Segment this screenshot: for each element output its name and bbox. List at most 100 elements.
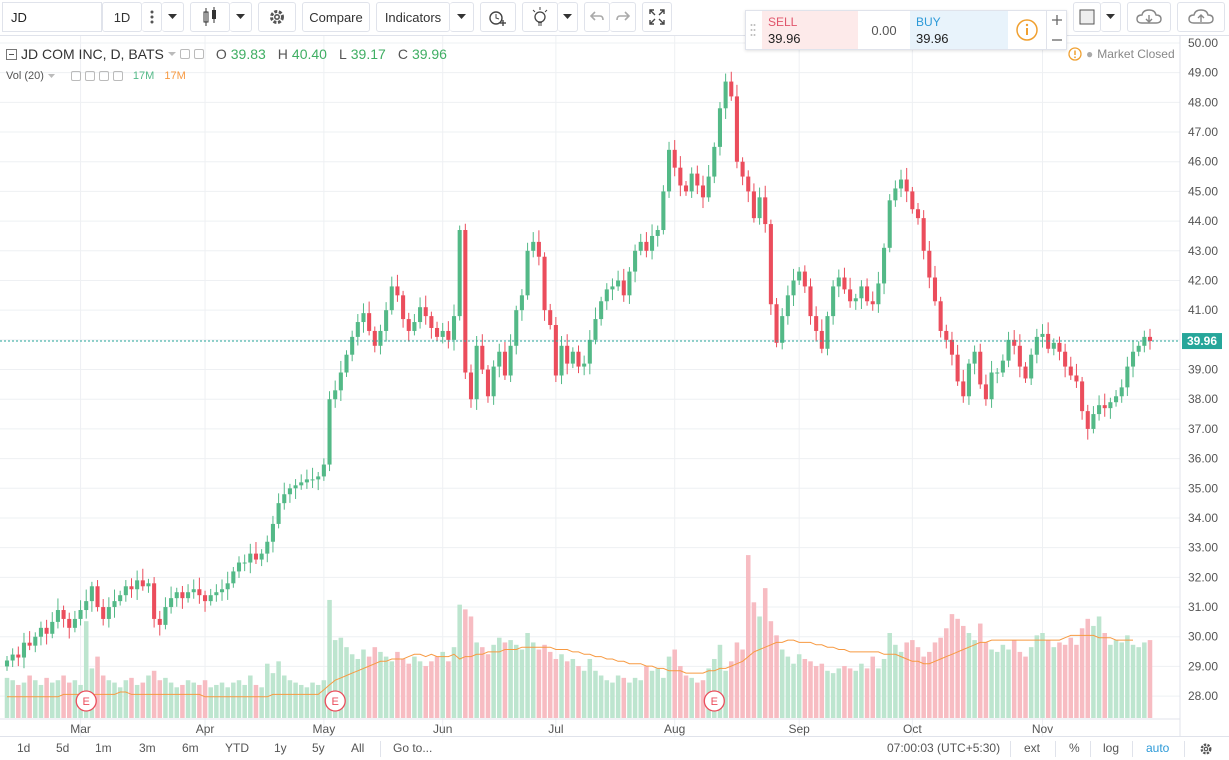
plus-icon[interactable] [1052, 15, 1062, 25]
price-tick-label: 49.00 [1188, 66, 1218, 80]
candle-body [327, 399, 332, 465]
clock-timezone[interactable]: 07:00:03 (UTC+5:30) [887, 741, 1001, 755]
volume-bar [1028, 647, 1034, 718]
percent-toggle[interactable]: % [1069, 741, 1080, 755]
gear-icon[interactable] [1199, 742, 1213, 756]
candle-body [321, 464, 326, 477]
range-all[interactable]: All [351, 741, 365, 755]
volume-title[interactable]: Vol (20) [6, 70, 44, 82]
sell-button[interactable]: SELL 39.96 [762, 11, 858, 49]
goto-button[interactable]: Go to... [393, 741, 433, 755]
volume-bar [457, 604, 462, 718]
collapse-icon[interactable] [6, 48, 17, 60]
candle-body [700, 185, 706, 198]
log-toggle[interactable]: log [1103, 741, 1120, 755]
ideas-button[interactable] [522, 2, 558, 32]
undo-button[interactable] [584, 2, 610, 32]
time-axis[interactable]: Mar Apr May Jun Jul Aug Sep Oct Nov [0, 718, 1180, 736]
info-icon[interactable] [1016, 19, 1038, 41]
volume-bar [117, 687, 123, 718]
price-tick-label: 41.00 [1188, 303, 1218, 317]
indicators-dropdown-button[interactable] [450, 2, 474, 32]
time-tick-label: May [313, 722, 336, 736]
load-chart-button[interactable] [1127, 2, 1171, 32]
symbol-search-input[interactable]: JD [2, 2, 102, 32]
interval-more-button[interactable] [142, 2, 162, 32]
candle-body [734, 96, 739, 162]
chart-type-dropdown-button[interactable] [230, 2, 252, 32]
price-axis[interactable]: 28.00 29.00 30.00 31.00 32.00 33.00 34.00 35.00… [1188, 36, 1218, 703]
price-chart[interactable]: E E E 28.00 29.00 30.00 31.00 32.00 33.00 34.00 3… [0, 36, 1229, 736]
layout-button[interactable] [1073, 2, 1101, 32]
volume-ma-value: 17M [164, 70, 186, 82]
gear-icon[interactable] [84, 71, 95, 81]
candle-body [1136, 345, 1141, 352]
candle-body [836, 277, 841, 287]
redo-button[interactable] [610, 2, 636, 32]
fullscreen-button[interactable] [642, 2, 672, 32]
volume-bar [1108, 644, 1113, 718]
buy-button[interactable]: BUY 39.96 [910, 11, 1008, 49]
divider [1184, 741, 1185, 757]
range-1d[interactable]: 1d [17, 741, 31, 755]
settings-button[interactable] [258, 2, 296, 32]
cloud-upload-icon [1188, 9, 1214, 24]
range-6m[interactable]: 6m [182, 741, 199, 755]
volume-bar [536, 649, 542, 718]
interval-button[interactable]: 1D [102, 2, 142, 32]
range-5d[interactable]: 5d [56, 741, 70, 755]
volume-bar [1040, 633, 1045, 718]
ideas-dropdown-button[interactable] [558, 2, 578, 32]
save-chart-button[interactable] [1177, 2, 1225, 32]
gear-icon[interactable] [193, 49, 204, 59]
candle-body [1034, 336, 1039, 355]
layout-dropdown-button[interactable] [1101, 2, 1121, 32]
close-icon[interactable] [112, 71, 123, 81]
candle-body [882, 247, 887, 284]
candle-body [55, 610, 60, 622]
plus-icon[interactable] [98, 71, 109, 81]
series-title[interactable]: JD COM INC, D, BATS [21, 46, 164, 62]
minus-icon[interactable] [1052, 35, 1062, 45]
chart-type-button[interactable] [190, 2, 230, 32]
candle-body [333, 390, 338, 400]
candle-body [661, 191, 666, 231]
range-3m[interactable]: 3m [139, 741, 156, 755]
candle-body [689, 173, 694, 192]
range-1y[interactable]: 1y [274, 741, 287, 755]
chevron-down-icon[interactable] [167, 51, 176, 57]
candle-body [893, 188, 898, 201]
compare-button[interactable]: Compare [302, 2, 370, 32]
eye-icon[interactable] [70, 71, 81, 81]
volume-bar [559, 654, 564, 718]
eye-icon[interactable] [179, 49, 190, 59]
range-5y[interactable]: 5y [312, 741, 325, 755]
volume-bar [242, 684, 247, 718]
sell-price: 39.96 [768, 31, 801, 46]
volume-bar [830, 673, 836, 718]
volume-bar [745, 555, 751, 718]
range-1m[interactable]: 1m [95, 741, 112, 755]
candle-body [542, 256, 547, 311]
volume-bar [1051, 647, 1057, 718]
interval-dropdown-button[interactable] [162, 2, 184, 32]
candle-body [1023, 366, 1028, 379]
auto-toggle[interactable]: auto [1146, 741, 1170, 755]
price-tick-label: 31.00 [1188, 600, 1218, 614]
chevron-down-icon[interactable] [47, 74, 55, 78]
ext-toggle[interactable]: ext [1024, 741, 1041, 755]
candle-body [101, 607, 106, 619]
volume-bar [655, 668, 660, 718]
alert-button[interactable] [480, 2, 516, 32]
volume-bar [168, 682, 174, 718]
sell-label: SELL [768, 15, 798, 29]
volume-bar [355, 658, 361, 718]
candle-body [214, 592, 219, 596]
volume-bar [293, 682, 298, 718]
candle-body [497, 351, 502, 367]
indicators-button[interactable]: Indicators [376, 2, 450, 32]
drag-handle-icon[interactable] [750, 23, 756, 37]
range-ytd[interactable]: YTD [225, 741, 249, 755]
volume-bar [1000, 644, 1006, 718]
